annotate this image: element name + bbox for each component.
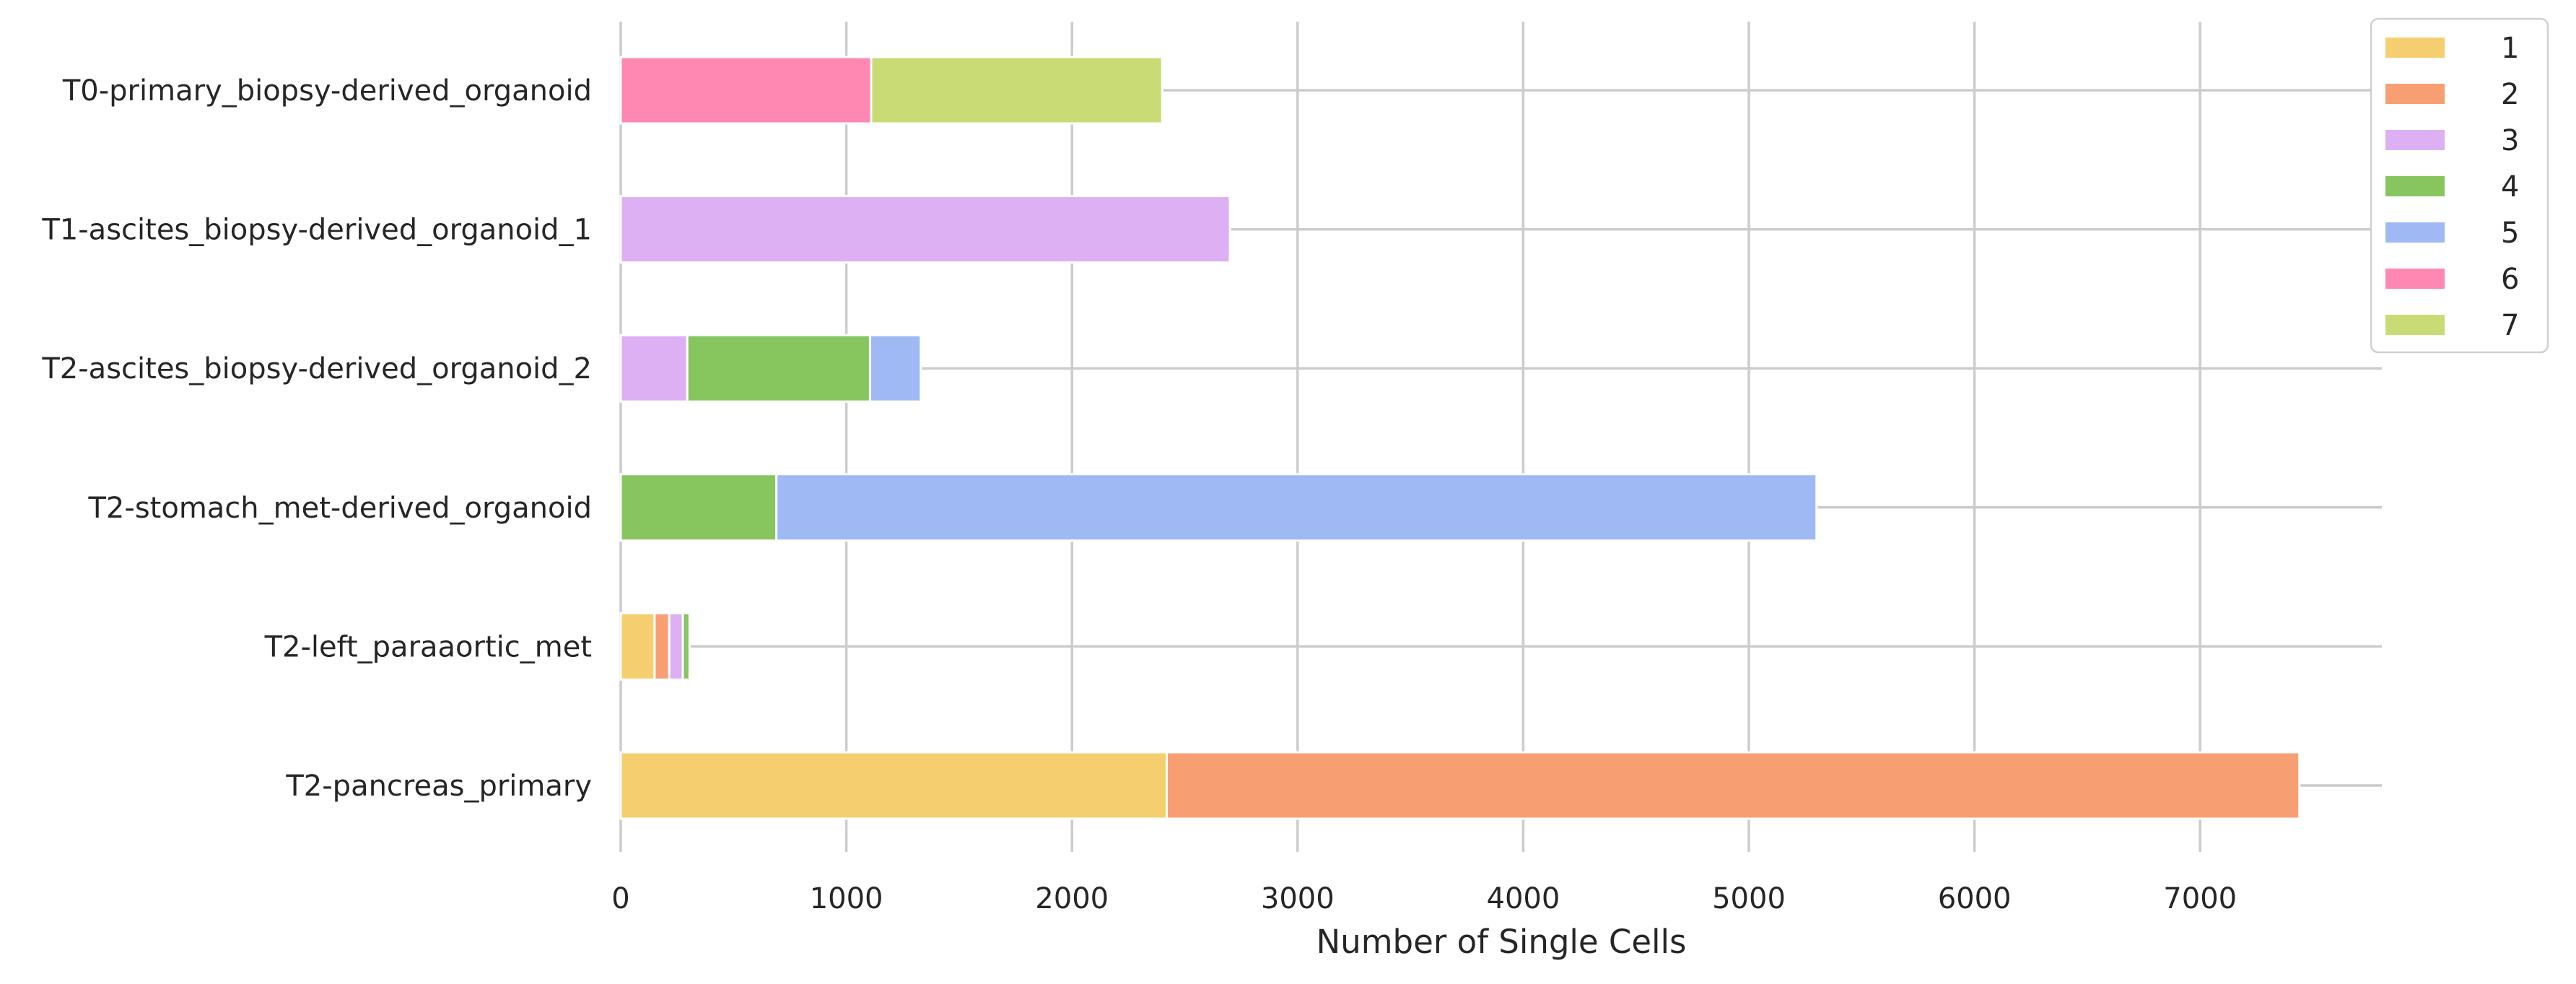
- x-tick-label: 5000: [1712, 882, 1786, 915]
- bar-segment-series-6: [619, 56, 873, 125]
- legend-swatch-3: [2385, 130, 2445, 150]
- legend-label: 6: [2501, 263, 2519, 296]
- y-tick-label: T0-primary_biopsy-derived_organoid: [62, 74, 592, 108]
- legend-label: 4: [2501, 170, 2519, 204]
- x-tick-label: 1000: [810, 882, 883, 915]
- bar-segment-series-1: [619, 611, 656, 681]
- x-tick-labels: 0 1000 2000 3000 4000 5000 6000 7000: [611, 882, 2237, 915]
- legend-label: 2: [2501, 78, 2519, 111]
- y-tick-label: T2-pancreas_primary: [285, 770, 592, 803]
- y-tick-label: T2-left_paraaortic_met: [264, 630, 592, 663]
- y-tick-labels: T0-primary_biopsy-derived_organoid T1-asc…: [41, 74, 592, 803]
- y-tick-label: T2-ascites_biopsy-derived_organoid_2: [41, 352, 592, 386]
- legend-label: 1: [2501, 32, 2519, 65]
- x-tick-label: 2000: [1035, 882, 1109, 915]
- bar-layer: [619, 56, 2301, 820]
- bar-segment-series-4: [686, 334, 871, 403]
- bar-segment-series-5: [868, 334, 922, 403]
- y-tick-label: T1-ascites_biopsy-derived_organoid_1: [41, 214, 592, 247]
- legend-label: 7: [2501, 309, 2519, 342]
- bar-segment-series-3: [619, 195, 1231, 264]
- bar-segment-series-4: [619, 473, 778, 542]
- legend-swatch-6: [2385, 269, 2445, 289]
- x-tick-label: 4000: [1487, 882, 1560, 915]
- legend-swatch-2: [2385, 84, 2445, 104]
- bar-segment-series-1: [619, 751, 1168, 820]
- legend-swatch-4: [2385, 176, 2445, 196]
- legend-swatch-1: [2385, 38, 2445, 58]
- x-tick-label: 3000: [1261, 882, 1335, 915]
- x-axis-label: Number of Single Cells: [1317, 923, 1687, 961]
- legend-swatch-7: [2385, 315, 2445, 335]
- x-tick-label: 0: [611, 882, 629, 915]
- bar-segment-series-4: [681, 611, 691, 681]
- bar-segment-series-5: [775, 473, 1818, 542]
- grid-layer: [619, 22, 2382, 852]
- legend-swatch-5: [2385, 222, 2445, 243]
- bar-segment-series-3: [619, 334, 689, 403]
- bar-segment-series-7: [870, 56, 1163, 125]
- legend-label: 3: [2501, 124, 2519, 157]
- x-tick-label: 7000: [2163, 882, 2237, 915]
- bar-segment-series-2: [1165, 751, 2301, 820]
- x-tick-label: 6000: [1938, 882, 2012, 915]
- legend: 1 2 3 4 5 6 7: [2370, 17, 2549, 354]
- y-tick-label: T2-stomach_met-derived_organoid: [88, 492, 593, 525]
- bar-segment-series-3: [668, 611, 684, 681]
- bar-segment-series-2: [653, 611, 671, 681]
- legend-label: 5: [2501, 217, 2519, 250]
